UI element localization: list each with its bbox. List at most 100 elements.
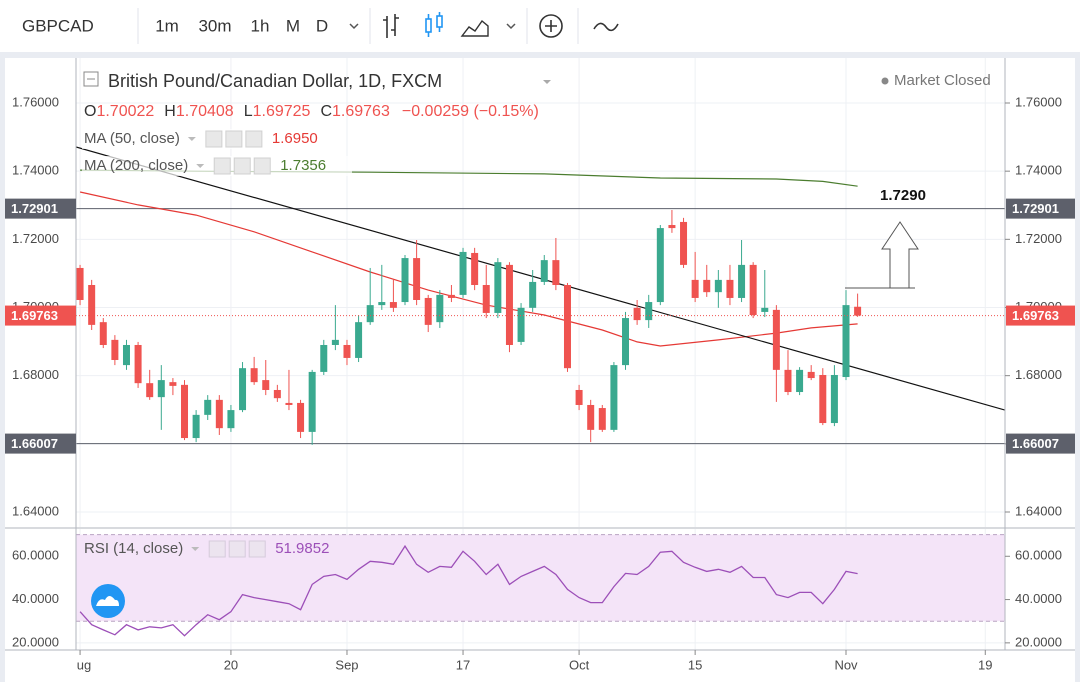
collapse-icon[interactable] (83, 71, 99, 87)
candle-body (297, 402, 305, 432)
candle-body (761, 307, 769, 312)
candle-body (320, 344, 328, 372)
candle-body (714, 279, 722, 293)
y-tick-label: 20.0000 (1015, 634, 1062, 649)
candle-body (482, 285, 490, 313)
candle-body (285, 402, 293, 405)
candle-body (204, 399, 212, 415)
legend-button[interactable] (225, 130, 243, 148)
market-status: Market Closed (894, 72, 991, 89)
dropdown-icon[interactable] (349, 23, 359, 30)
candle-body (830, 374, 838, 424)
candle-body (645, 302, 653, 321)
candle-body (598, 408, 606, 430)
candle-body (227, 410, 235, 429)
candle-body (122, 344, 130, 366)
candle-body (355, 322, 363, 358)
legend-button[interactable] (248, 540, 266, 558)
candle-body (819, 374, 827, 424)
candle-body (842, 305, 850, 378)
candle-body (99, 322, 107, 345)
candle-body (424, 297, 432, 325)
interval[interactable]: M (286, 16, 300, 35)
candle-body (447, 294, 455, 298)
interval[interactable]: 30m (198, 16, 231, 35)
price-tag-label: 1.69763 (1012, 308, 1059, 323)
ohlc-value: 1.70408 (176, 103, 234, 120)
candle-body (134, 344, 142, 384)
candle-body (157, 380, 165, 398)
candle-body (703, 279, 711, 293)
ohlc-key: O (84, 103, 96, 120)
annotation: 1.7290 (880, 187, 926, 204)
candle-body (633, 307, 641, 321)
y-tick-label: 1.68000 (1015, 367, 1062, 382)
symbol[interactable]: GBPCAD (22, 16, 94, 35)
ma-legend: MA (50, close) 1.6950 MA (200, close) 1.735… (82, 129, 352, 176)
interval[interactable]: 1m (155, 16, 179, 35)
legend-button[interactable] (233, 157, 251, 175)
y-tick-label: 60.0000 (12, 548, 59, 563)
candle-body (343, 344, 351, 358)
candle-body (389, 302, 397, 308)
candle-body (505, 264, 513, 345)
candle-body (413, 258, 421, 300)
legend-button[interactable] (208, 540, 226, 558)
candles-icon[interactable] (425, 12, 443, 37)
change: −0.00259 (−0.15%) (402, 103, 539, 120)
logo (91, 584, 125, 618)
interval[interactable]: D (316, 16, 328, 35)
y-tick-label: 1.72000 (12, 231, 59, 246)
candle-body (656, 228, 664, 303)
bars-icon[interactable] (383, 14, 399, 38)
area-icon[interactable] (460, 19, 489, 37)
dropdown-icon[interactable] (191, 547, 200, 551)
candle-body (691, 279, 699, 298)
legend-value: 51.9852 (275, 540, 329, 557)
x-tick-label: 17 (456, 657, 470, 672)
candle-body (401, 258, 409, 303)
ohlc-value: 1.69763 (332, 103, 390, 120)
interval[interactable]: 1h (251, 16, 270, 35)
rsi-line (79, 544, 858, 637)
ohlc-key: C (320, 103, 332, 120)
axes: ug20Sep17Oct15Nov191.640001.640001.66000… (5, 94, 1075, 672)
add-indicator-icon[interactable] (539, 14, 563, 38)
candle-body (146, 383, 154, 398)
compare-icon[interactable] (593, 22, 619, 32)
dropdown-icon[interactable] (187, 137, 196, 141)
y-tick-label: 1.74000 (12, 163, 59, 178)
legend-button[interactable] (205, 130, 223, 148)
candle-body (749, 264, 757, 315)
candle-body (308, 371, 316, 432)
x-tick-label: Sep (335, 657, 358, 672)
x-tick-label: 19 (978, 657, 992, 672)
candle-body (772, 309, 780, 370)
legend-button[interactable] (228, 540, 246, 558)
price-tag (5, 305, 76, 326)
legend-button[interactable] (213, 157, 231, 175)
legend-name[interactable]: RSI (14, close) (84, 540, 183, 557)
candle-body (181, 384, 189, 439)
legend-button[interactable] (245, 130, 263, 148)
x-tick-label: Nov (834, 657, 858, 672)
candle-body (366, 305, 374, 323)
legend-button[interactable] (253, 157, 271, 175)
dropdown-icon[interactable] (196, 164, 205, 168)
legend-name[interactable]: MA (50, close) (84, 130, 180, 147)
price-tag (1006, 305, 1075, 326)
price-tag-label: 1.66007 (11, 436, 58, 451)
candle-body (76, 267, 84, 300)
candle-body (378, 302, 386, 306)
price-tag-label: 1.72901 (1012, 201, 1059, 216)
candle-body (854, 306, 862, 316)
candle-body (552, 260, 560, 286)
price-tag-label: 1.66007 (1012, 436, 1059, 451)
dropdown-icon[interactable] (506, 23, 516, 30)
x-tick-label: ug (77, 657, 91, 672)
legend-name[interactable]: MA (200, close) (84, 157, 188, 174)
legend-value: 1.7356 (280, 157, 326, 174)
candle-body (331, 339, 339, 345)
dropdown-icon[interactable] (543, 80, 551, 84)
